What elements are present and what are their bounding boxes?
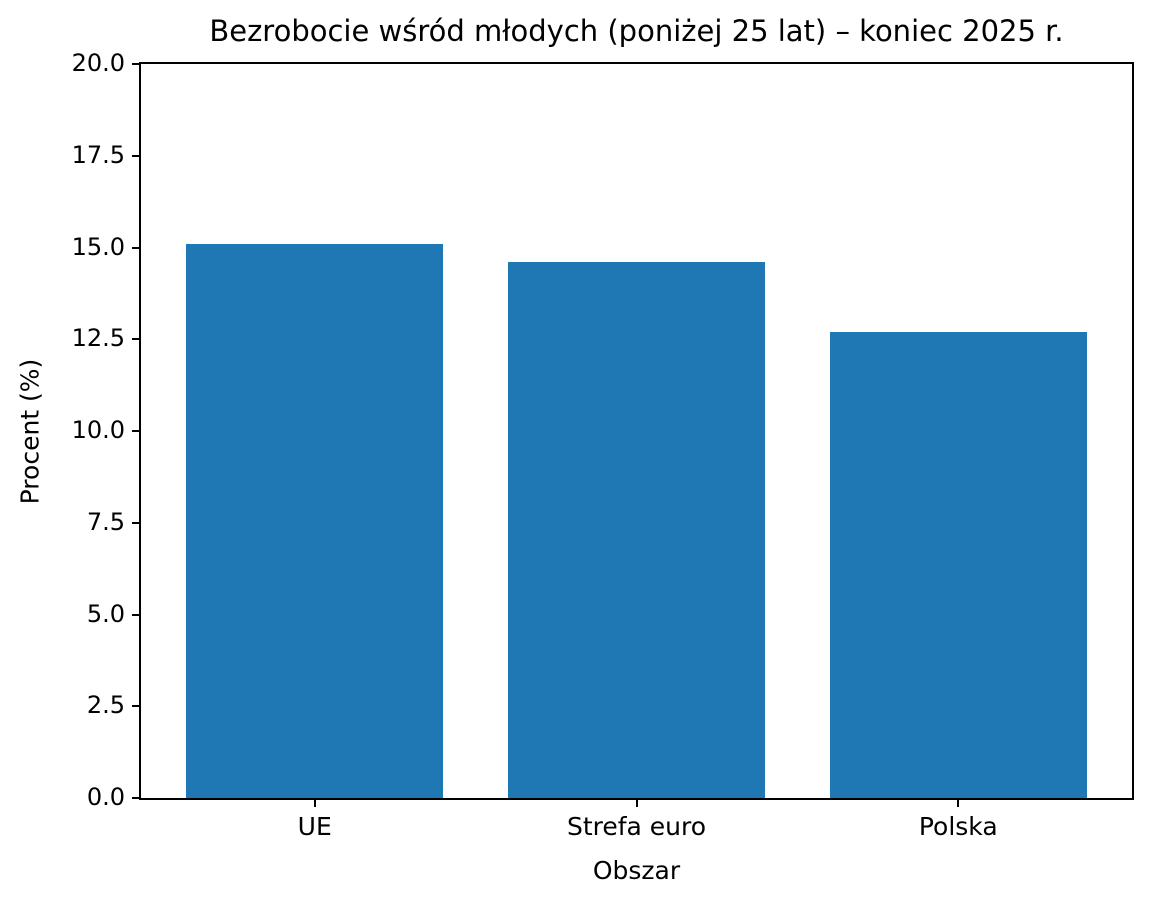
- y-tick-label: 12.5: [71, 324, 125, 353]
- x-tick-label: Strefa euro: [566, 812, 707, 841]
- bar-polska: [829, 331, 1087, 798]
- y-tick-mark: [132, 63, 141, 65]
- y-tick-label: 5.0: [86, 599, 125, 628]
- y-tick-label: 20.0: [71, 48, 125, 77]
- x-tick-label: Polska: [918, 812, 998, 841]
- x-tick-mark: [635, 798, 638, 807]
- x-tick-mark: [313, 798, 316, 807]
- bar-ue: [186, 243, 444, 798]
- y-tick-mark: [132, 521, 141, 524]
- x-tick-mark: [957, 798, 960, 807]
- y-axis-label-container: Procent (%): [8, 62, 52, 800]
- y-tick-label: 10.0: [71, 415, 125, 444]
- y-tick-label: 7.5: [86, 507, 125, 536]
- y-tick-mark: [132, 246, 141, 249]
- y-tick-mark: [132, 338, 141, 341]
- bar-strefa-euro: [507, 262, 766, 798]
- x-axis-label: Obszar: [592, 856, 681, 885]
- x-tick-label: UE: [297, 812, 332, 841]
- chart-title: Bezrobocie wśród młodych (poniżej 25 lat…: [209, 14, 1064, 48]
- y-tick-label: 15.0: [71, 232, 125, 261]
- y-tick-mark: [132, 705, 141, 708]
- y-tick-mark: [132, 430, 141, 432]
- y-tick-label: 0.0: [86, 782, 125, 811]
- y-tick-mark: [132, 613, 141, 616]
- y-tick-mark: [132, 797, 141, 799]
- y-tick-label: 17.5: [71, 140, 125, 169]
- y-tick-mark: [132, 154, 141, 157]
- plot-area: 0.0 2.5 5.0 7.5 10.0 12.5 15.0 17.5 20.0 UE Strefa…: [72, 49, 1134, 841]
- y-tick-label: 2.5: [86, 691, 125, 720]
- y-axis-label: Procent (%): [15, 358, 45, 504]
